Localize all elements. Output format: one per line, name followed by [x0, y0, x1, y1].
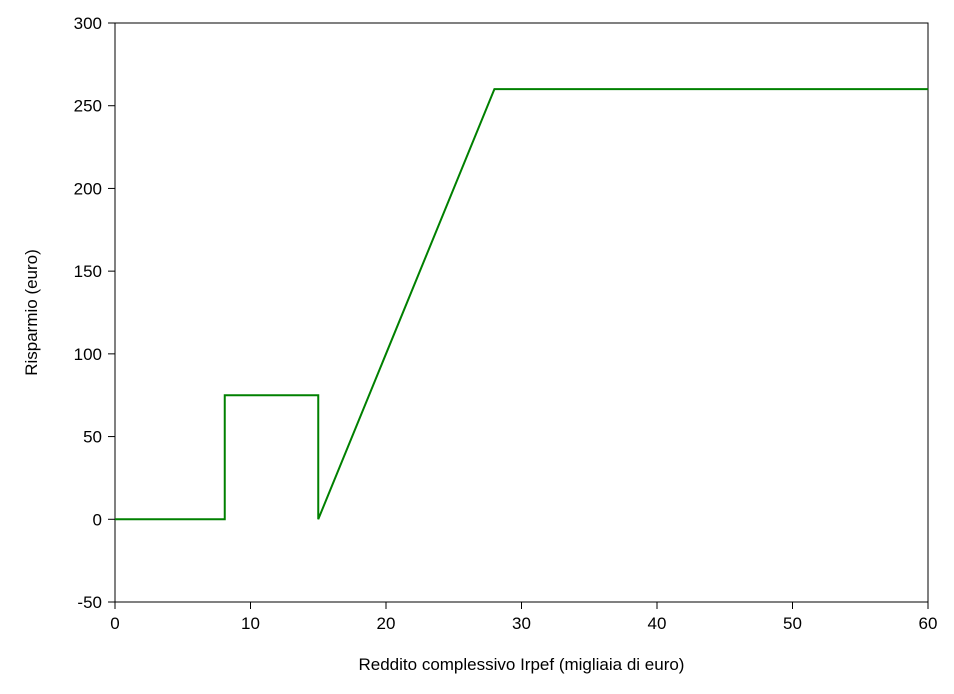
x-tick-label: 10	[241, 614, 260, 633]
y-tick-label: 100	[74, 345, 102, 364]
x-tick-label: 60	[919, 614, 938, 633]
y-tick-label: 200	[74, 179, 102, 198]
x-tick-label: 50	[783, 614, 802, 633]
y-tick-label: -50	[77, 593, 102, 612]
x-tick-label: 30	[512, 614, 531, 633]
y-tick-label: 50	[83, 428, 102, 447]
chart-container: 0 10 20 30 40 50 60 -50 0 50 100 150 200 250 300 Reddit…	[0, 0, 954, 694]
x-tick-label: 0	[110, 614, 119, 633]
y-tick-label: 300	[74, 14, 102, 33]
y-tick-label: 150	[74, 262, 102, 281]
y-axis-title: Risparmio (euro)	[22, 249, 41, 376]
line-chart: 0 10 20 30 40 50 60 -50 0 50 100 150 200 250 300 Reddit…	[0, 0, 954, 694]
x-tick-label: 20	[377, 614, 396, 633]
y-tick-label: 250	[74, 97, 102, 116]
y-tick-label: 0	[93, 510, 102, 529]
x-axis-title: Reddito complessivo Irpef (migliaia di e…	[359, 655, 685, 674]
x-tick-label: 40	[648, 614, 667, 633]
